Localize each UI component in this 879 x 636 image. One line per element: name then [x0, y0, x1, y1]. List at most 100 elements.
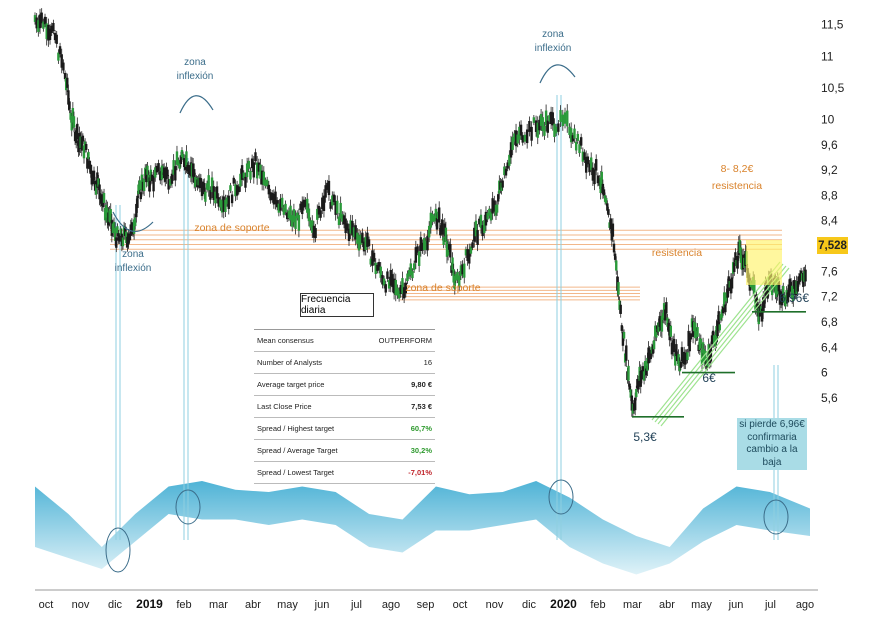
consensus-row: Spread / Lowest Target -7,01% — [254, 462, 435, 484]
price-candle — [407, 270, 411, 277]
consolidation-highlight — [746, 240, 782, 285]
price-candle — [422, 238, 426, 251]
price-candle — [299, 203, 302, 210]
price-candle — [384, 284, 387, 293]
price-candle — [551, 112, 554, 126]
price-candle — [169, 178, 172, 186]
price-candle — [466, 249, 469, 261]
price-candle — [217, 197, 220, 207]
annotations: zona inflexión zona inflexión zona inflexión z… — [112, 29, 809, 444]
price-candle — [344, 218, 347, 234]
price-candle — [210, 177, 214, 193]
break-note-line: confirmaria — [747, 431, 797, 443]
price-candle — [595, 159, 598, 171]
price-candle — [452, 269, 455, 283]
price-candle — [561, 114, 565, 127]
price-candle — [427, 225, 431, 238]
price-candle — [688, 338, 691, 352]
x-tick-label: jun — [314, 599, 330, 611]
y-tick-label: 6,8 — [821, 315, 838, 329]
price-candle — [619, 304, 622, 314]
price-candle — [209, 190, 212, 200]
price-candle — [247, 160, 250, 169]
y-tick-label: 7,2 — [821, 290, 838, 304]
price-candle — [160, 165, 164, 180]
price-candle — [128, 234, 131, 241]
inflection-label: zona — [122, 249, 144, 260]
price-candle — [139, 192, 142, 200]
price-candle — [701, 342, 705, 354]
price-candle — [518, 126, 521, 140]
price-candle — [784, 299, 787, 307]
price-candle — [386, 271, 389, 279]
price-candle — [421, 242, 424, 251]
price-candle — [611, 223, 615, 237]
price-candle — [444, 227, 448, 243]
price-candle — [170, 173, 174, 184]
price-candle — [411, 271, 414, 279]
price-candle — [97, 178, 100, 187]
price-candle — [721, 306, 725, 314]
price-candle — [76, 123, 79, 140]
price-candle — [645, 368, 648, 376]
price-candle — [148, 177, 151, 192]
price-candle — [730, 277, 734, 289]
price-candle — [506, 162, 509, 169]
x-tick-label: nov — [72, 599, 90, 611]
price-candle — [372, 252, 376, 262]
price-candle — [622, 331, 626, 339]
price-candle — [60, 54, 63, 68]
price-candle — [511, 136, 514, 150]
price-candle — [630, 395, 634, 411]
price-candle — [481, 225, 484, 237]
price-candle — [602, 189, 606, 196]
price-candle — [404, 282, 407, 294]
price-candle — [792, 286, 795, 301]
price-candle — [723, 292, 726, 308]
price-candle — [605, 197, 608, 204]
price-candle — [277, 203, 281, 213]
consensus-row: Last Close Price 7,53 € — [254, 396, 435, 418]
price-candle — [543, 125, 546, 136]
price-candle — [356, 232, 359, 244]
price-candle — [312, 225, 316, 238]
price-candle — [366, 232, 369, 247]
price-candle — [459, 265, 463, 276]
price-candle — [399, 285, 402, 295]
x-tick-label: abr — [245, 599, 261, 611]
price-candle — [242, 172, 245, 179]
price-candle — [240, 165, 244, 180]
price-candle — [296, 212, 299, 219]
price-candle — [314, 228, 317, 239]
y-tick-label: 6,4 — [821, 340, 838, 354]
price-candle — [596, 175, 600, 184]
price-candle — [42, 21, 45, 29]
price-candle — [302, 199, 306, 208]
price-candle — [346, 223, 349, 231]
uptrend-channel-line — [657, 265, 787, 425]
price-candle — [362, 241, 366, 252]
price-candle — [787, 284, 791, 298]
price-candle — [625, 345, 628, 361]
price-candle — [765, 282, 768, 294]
x-tick-label: oct — [39, 599, 54, 611]
price-candle — [456, 272, 459, 280]
price-candle — [733, 262, 736, 272]
price-candle — [70, 115, 73, 131]
price-candle — [222, 196, 225, 212]
price-candle — [627, 365, 630, 381]
price-candle — [47, 24, 50, 41]
price-candle — [563, 112, 567, 124]
price-candle — [146, 165, 149, 175]
sentiment-band — [35, 481, 810, 575]
price-candle — [557, 123, 560, 132]
price-candle — [391, 274, 394, 288]
price-candle — [755, 294, 758, 304]
price-candle — [473, 227, 476, 242]
price-candle — [249, 170, 252, 180]
consensus-row-label: Spread / Average Target — [257, 446, 338, 455]
price-candle — [52, 22, 55, 31]
price-candle — [86, 157, 89, 169]
price-candle — [699, 338, 703, 349]
price-candle — [214, 191, 217, 204]
